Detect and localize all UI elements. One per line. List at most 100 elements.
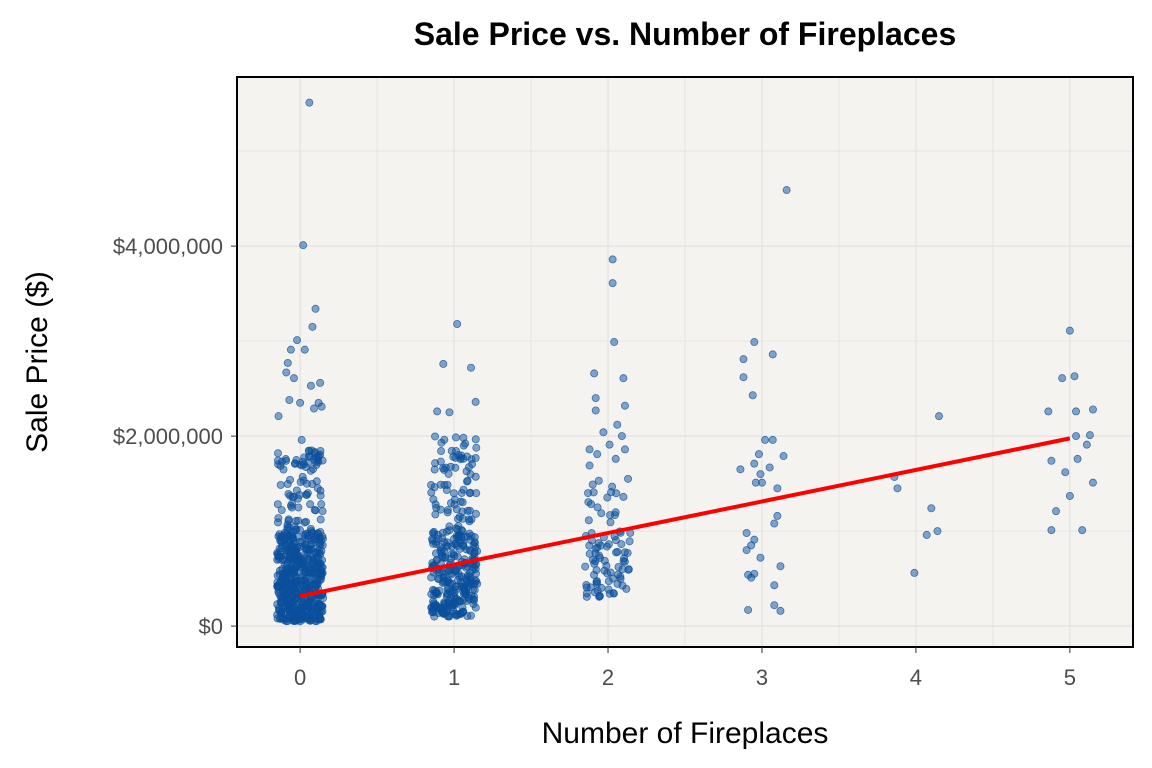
- data-point: [299, 241, 308, 250]
- data-point: [443, 480, 452, 489]
- data-point: [624, 474, 633, 483]
- y-tick-label: $4,000,000: [113, 234, 223, 259]
- data-point: [283, 358, 292, 367]
- data-point: [297, 435, 306, 444]
- data-point: [1088, 405, 1097, 414]
- data-point: [748, 391, 757, 400]
- data-point: [739, 355, 748, 364]
- data-point: [773, 484, 782, 493]
- data-point: [274, 449, 283, 458]
- data-point: [300, 345, 309, 354]
- data-point: [770, 581, 779, 590]
- data-point: [308, 322, 317, 331]
- data-point: [451, 433, 460, 442]
- data-point: [282, 368, 291, 377]
- data-point: [463, 476, 472, 485]
- data-point: [459, 542, 468, 551]
- x-tick-label: 2: [602, 665, 614, 690]
- data-point: [611, 454, 620, 463]
- data-point: [443, 542, 452, 551]
- data-point: [437, 438, 446, 447]
- data-point: [471, 435, 480, 444]
- data-point: [459, 595, 468, 604]
- regression-line: [299, 436, 1071, 599]
- axis-ticks: 0 1 2 3 4 5 $0 $2,000,000 $4,000,000: [113, 234, 1076, 690]
- x-tick-label: 3: [756, 665, 768, 690]
- data-point: [588, 480, 597, 489]
- data-point: [594, 476, 603, 485]
- data-point: [619, 374, 628, 383]
- data-point: [276, 461, 285, 470]
- data-point: [1072, 432, 1081, 441]
- data-point: [317, 402, 326, 411]
- data-point: [756, 470, 765, 479]
- data-point: [306, 500, 315, 509]
- x-axis-title: Number of Fireplaces: [542, 717, 829, 750]
- data-point: [591, 406, 600, 415]
- data-point: [293, 336, 302, 345]
- data-point: [620, 401, 629, 410]
- data-point: [277, 532, 286, 541]
- data-point: [274, 412, 283, 421]
- data-point: [776, 606, 785, 615]
- data-point: [432, 540, 441, 549]
- data-point: [761, 435, 770, 444]
- data-point: [456, 497, 465, 506]
- data-point: [747, 573, 756, 582]
- data-point: [756, 553, 765, 562]
- data-point: [470, 549, 479, 558]
- data-point: [599, 428, 608, 437]
- data-point: [307, 527, 316, 536]
- data-point: [459, 607, 468, 616]
- data-point: [313, 484, 322, 493]
- data-point: [283, 565, 292, 574]
- data-point: [316, 614, 325, 623]
- data-point: [922, 530, 931, 539]
- data-point: [603, 493, 612, 502]
- data-point: [471, 472, 480, 481]
- data-point: [428, 607, 437, 616]
- data-point: [455, 512, 464, 521]
- data-point: [301, 517, 310, 526]
- data-point: [471, 397, 480, 406]
- data-point: [311, 304, 320, 313]
- data-point: [770, 601, 779, 610]
- data-point: [429, 495, 438, 504]
- data-point: [618, 565, 627, 574]
- data-point: [443, 508, 452, 517]
- data-point: [617, 540, 626, 549]
- data-point: [1058, 374, 1067, 383]
- data-point: [282, 549, 291, 558]
- data-point: [448, 586, 457, 595]
- data-point: [617, 432, 626, 441]
- data-point: [459, 587, 468, 596]
- y-tick-label: $0: [199, 614, 223, 639]
- data-point: [620, 445, 629, 454]
- data-point: [316, 515, 325, 524]
- data-point: [1073, 454, 1082, 463]
- data-point: [273, 518, 282, 527]
- data-point: [1085, 431, 1094, 440]
- data-point: [303, 489, 312, 498]
- data-point: [287, 503, 296, 512]
- data-point: [314, 554, 323, 563]
- data-point: [314, 603, 323, 612]
- data-point: [446, 462, 455, 471]
- data-point: [747, 541, 756, 550]
- data-point: [290, 606, 299, 615]
- data-point: [310, 506, 319, 515]
- data-point: [582, 589, 591, 598]
- data-point: [440, 577, 449, 586]
- data-point: [316, 491, 325, 500]
- data-point: [1082, 440, 1091, 449]
- data-point: [447, 446, 456, 455]
- data-point: [283, 526, 292, 535]
- data-point: [593, 579, 602, 588]
- data-point: [290, 459, 299, 468]
- data-point: [607, 488, 616, 497]
- data-point: [779, 452, 788, 461]
- data-point: [612, 548, 621, 557]
- data-point: [619, 492, 628, 501]
- data-point: [451, 609, 460, 618]
- data-point: [317, 500, 326, 509]
